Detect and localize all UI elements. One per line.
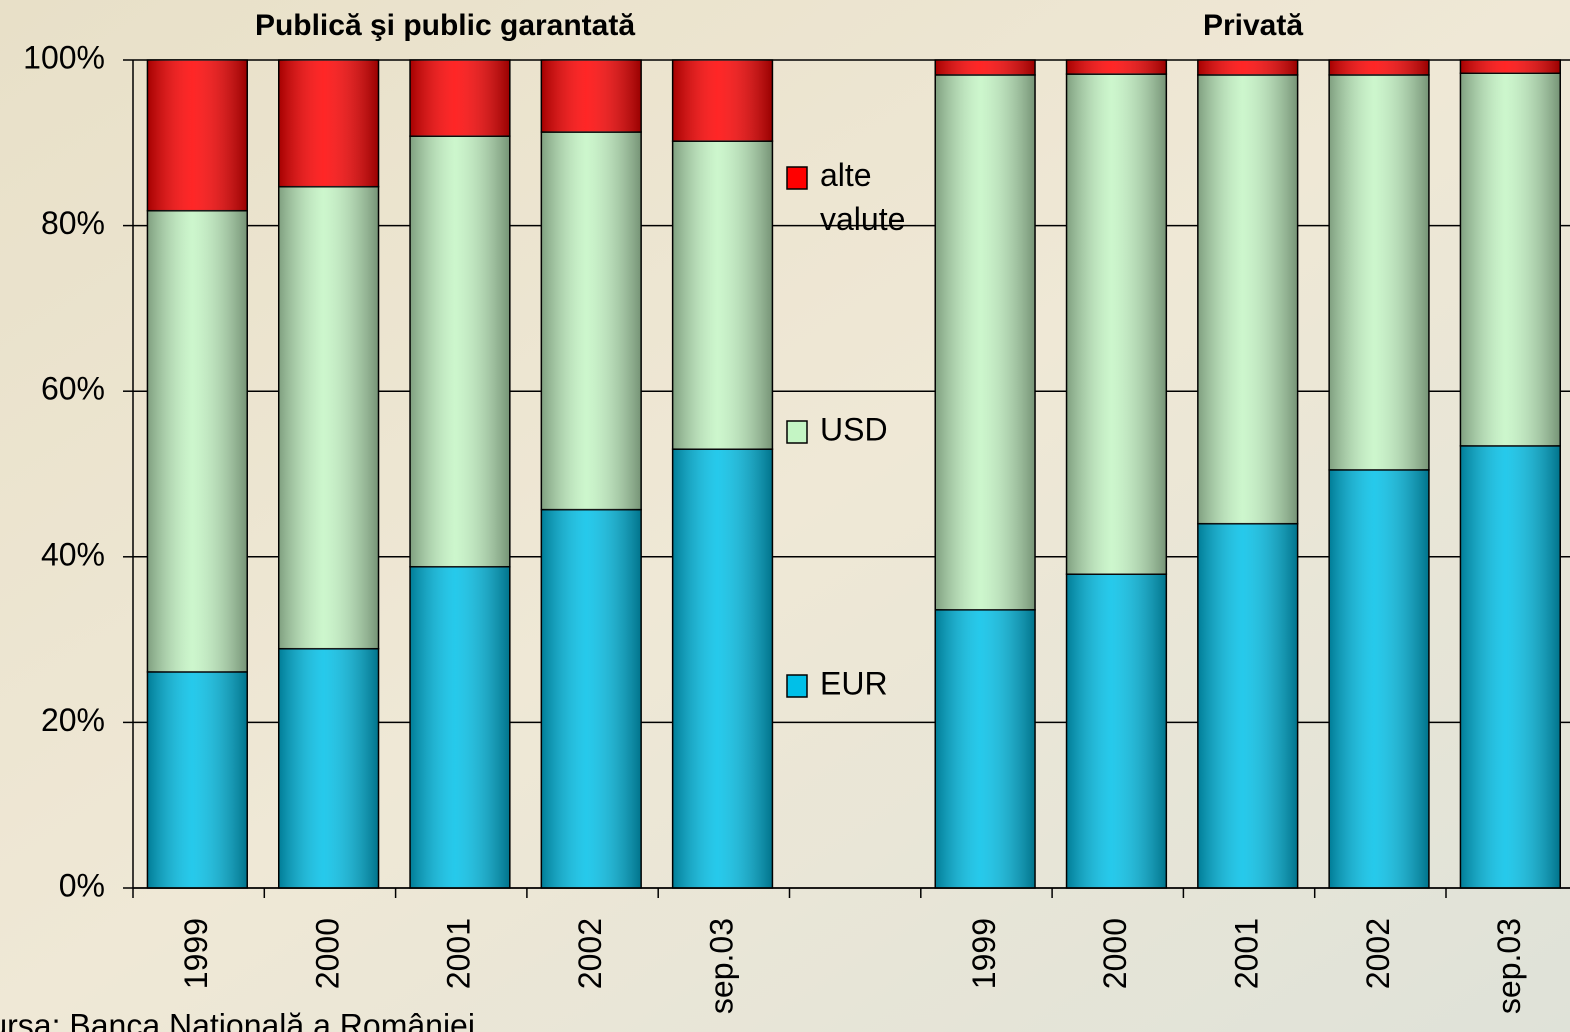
bar-shade xyxy=(410,566,510,888)
bar-shade xyxy=(1329,60,1429,75)
y-tick-label: 0% xyxy=(59,867,105,903)
group-title: Publică şi public garantată xyxy=(255,9,635,42)
bar-shade xyxy=(1460,60,1561,74)
legend-label-line: alte xyxy=(820,157,872,193)
y-tick-label: 100% xyxy=(23,39,105,75)
bar-shade xyxy=(672,449,773,888)
bar-shade xyxy=(1197,523,1298,888)
bar-shade xyxy=(1460,445,1561,888)
bar-shade xyxy=(672,141,773,450)
legend-label: USD xyxy=(820,411,888,447)
bar-shade xyxy=(1066,74,1167,575)
y-tick-label: 80% xyxy=(41,205,105,241)
y-tick-label: 20% xyxy=(41,702,105,738)
x-tick-label: sep.03 xyxy=(1491,918,1527,1014)
bar-shade xyxy=(1197,60,1298,75)
legend-label: EUR xyxy=(820,665,888,701)
legend-swatch xyxy=(786,674,808,698)
x-tick-label: 2000 xyxy=(1097,918,1133,989)
bar-shade xyxy=(541,509,642,888)
bar-shade xyxy=(935,74,1036,610)
x-tick-label: sep.03 xyxy=(703,918,739,1014)
bar-shade xyxy=(147,671,248,888)
x-tick-label: 2002 xyxy=(1360,918,1396,989)
bar-shade xyxy=(935,60,1036,75)
bar-shade xyxy=(1066,60,1167,75)
bar-shade xyxy=(672,60,773,142)
bar-shade xyxy=(1066,574,1167,888)
x-tick-label: 1999 xyxy=(178,918,214,989)
source-note: Sursa: Banca Naţională a României xyxy=(0,1007,475,1032)
bar-shade xyxy=(1460,73,1561,446)
legend-label-line: valute xyxy=(820,201,905,237)
legend-swatch xyxy=(786,420,808,444)
x-tick-label: 1999 xyxy=(966,918,1002,989)
y-tick-label: 40% xyxy=(41,536,105,572)
bar-shade xyxy=(1329,74,1429,470)
x-tick-label: 2001 xyxy=(441,918,477,989)
legend-swatch xyxy=(786,166,808,190)
bar-shade xyxy=(935,609,1036,888)
group-title: Privată xyxy=(1203,9,1303,42)
bar-shade xyxy=(147,60,248,211)
x-tick-label: 2002 xyxy=(572,918,608,989)
y-tick-label: 60% xyxy=(41,371,105,407)
bar-shade xyxy=(278,60,379,187)
x-tick-label: 2001 xyxy=(1229,918,1265,989)
bar-shade xyxy=(410,136,510,567)
bar-shade xyxy=(410,60,510,137)
bar-shade xyxy=(1329,469,1429,888)
bar-shade xyxy=(147,210,248,672)
bar-shade xyxy=(541,132,642,510)
x-tick-label: 2000 xyxy=(309,918,345,989)
legend-label: alte valute xyxy=(820,157,905,237)
bar-shade xyxy=(1197,74,1298,524)
bar-shade xyxy=(278,648,379,888)
bar-shade xyxy=(541,60,642,133)
bar-shade xyxy=(278,186,379,649)
